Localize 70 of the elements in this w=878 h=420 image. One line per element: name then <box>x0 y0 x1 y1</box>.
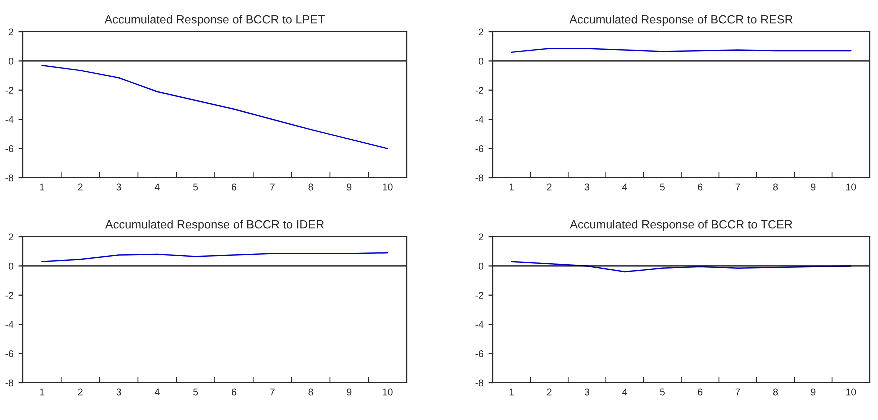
y-tick-label: -6 <box>6 146 14 152</box>
y-tick-label: -2 <box>6 292 14 299</box>
y-tick-label: 2 <box>479 28 484 36</box>
y-tick-label: -4 <box>6 116 14 124</box>
y-tick-label: -6 <box>476 350 484 358</box>
x-tick-label: 9 <box>347 184 352 191</box>
y-tick-label: -2 <box>6 87 14 94</box>
x-tick-label: 3 <box>116 184 122 191</box>
x-tick-label: 1 <box>510 388 514 396</box>
x-tick-label: 6 <box>232 388 236 396</box>
x-tick-label: 7 <box>736 184 740 191</box>
x-tick-label: 5 <box>660 184 665 191</box>
y-tick-label: -2 <box>476 87 484 94</box>
y-tick-label: 2 <box>9 234 14 241</box>
x-tick-label: 4 <box>154 184 160 191</box>
line-series <box>42 64 388 150</box>
x-tick-label: 4 <box>622 388 628 396</box>
x-tick-label: 9 <box>811 388 816 396</box>
chart-title: Accumulated Response of BCCR to RESR <box>570 15 793 26</box>
y-tick-label: -2 <box>476 292 484 299</box>
x-tick-label: 4 <box>154 388 160 396</box>
y-tick-label: -4 <box>476 116 484 124</box>
x-tick-label: 3 <box>116 388 122 396</box>
x-tick-label: 10 <box>383 388 393 396</box>
x-tick-label: 1 <box>40 388 44 396</box>
x-tick-label: 3 <box>584 184 590 191</box>
y-tick-label: -8 <box>476 380 484 387</box>
x-tick-label: 5 <box>660 388 665 396</box>
x-tick-label: 7 <box>270 184 275 191</box>
chart-title: Accumulated Response of BCCR to IDER <box>105 220 324 232</box>
x-tick-label: 2 <box>547 184 552 191</box>
x-tick-label: 10 <box>846 388 856 396</box>
x-tick-label: 5 <box>193 184 198 191</box>
x-tick-label: 8 <box>773 388 778 396</box>
y-tick-label: 0 <box>8 58 14 65</box>
y-tick-label: 0 <box>8 262 14 270</box>
x-tick-label: 10 <box>383 184 393 191</box>
x-tick-label: 8 <box>308 388 314 396</box>
x-tick-label: 1 <box>40 184 44 191</box>
y-tick-label: 0 <box>478 262 484 270</box>
x-tick-label: 6 <box>232 184 236 191</box>
x-tick-label: 3 <box>584 388 590 396</box>
x-tick-label: 1 <box>510 184 514 191</box>
x-tick-label: 10 <box>846 184 856 191</box>
y-tick-label: 2 <box>9 28 14 36</box>
y-tick-label: -8 <box>6 174 14 182</box>
x-tick-label: 2 <box>78 388 83 396</box>
chart-title: Accumulated Response of BCCR to TCER <box>570 220 792 232</box>
x-tick-label: 7 <box>270 388 275 396</box>
y-tick-label: -8 <box>476 174 484 182</box>
x-tick-label: 9 <box>347 388 352 396</box>
chart-title: Accumulated Response of BCCR to LPET <box>104 15 325 26</box>
line-series <box>42 252 388 262</box>
x-tick-label: 8 <box>308 184 314 191</box>
x-tick-label: 8 <box>773 184 778 191</box>
y-tick-label: -6 <box>6 350 14 358</box>
y-tick-label: -6 <box>476 146 484 152</box>
y-tick-label: 0 <box>478 58 484 65</box>
x-tick-label: 4 <box>622 184 628 191</box>
x-tick-label: 9 <box>811 184 816 191</box>
x-tick-label: 2 <box>78 184 83 191</box>
y-tick-label: -4 <box>476 321 484 328</box>
x-tick-label: 6 <box>698 388 703 396</box>
x-tick-label: 2 <box>547 388 552 396</box>
y-tick-label: -4 <box>6 321 14 328</box>
y-tick-label: -8 <box>6 380 14 387</box>
x-tick-label: 6 <box>698 184 703 191</box>
y-tick-label: 2 <box>479 234 484 241</box>
x-tick-label: 5 <box>193 388 198 396</box>
x-tick-label: 7 <box>736 388 740 396</box>
